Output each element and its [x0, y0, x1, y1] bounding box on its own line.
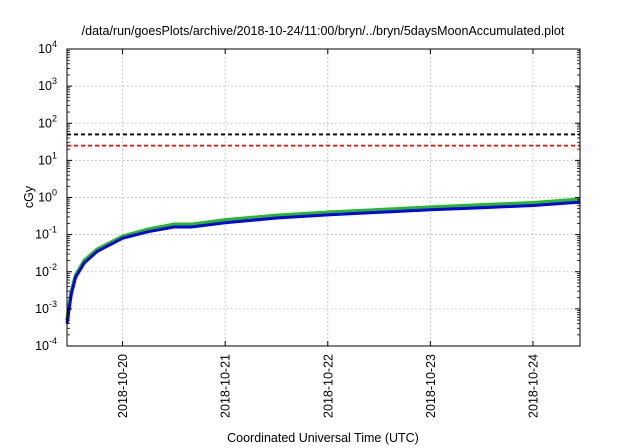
series-line: [65, 200, 581, 324]
y-tick-label: 101: [38, 150, 57, 167]
grid: [67, 49, 580, 346]
x-tick-label: 2018-10-24: [526, 354, 540, 418]
y-axis-label: cGy: [22, 185, 36, 208]
y-tick-label: 100: [38, 188, 57, 205]
reference-lines: [67, 133, 580, 147]
x-axis-label: Coordinated Universal Time (UTC): [227, 431, 419, 445]
series-line: [65, 197, 581, 321]
x-tick-label: 2018-10-21: [219, 354, 233, 418]
y-tick-label: 10-4: [35, 336, 57, 353]
axis-ticks: 10-4 10-3 10-2 10-1 100 101 102 103 104 2018-10-2…: [35, 39, 580, 418]
y-tick-label: 104: [38, 39, 57, 56]
y-tick-label: 10-3: [35, 299, 57, 316]
x-tick-label: 2018-10-22: [321, 354, 335, 418]
y-tick-label: 102: [38, 113, 57, 130]
series-lines: [65, 197, 581, 324]
x-tick-label: 2018-10-20: [116, 354, 130, 418]
y-tick-label: 10-1: [35, 225, 57, 242]
chart-title: /data/run/goesPlots/archive/2018-10-24/1…: [82, 24, 565, 38]
y-tick-label: 10-2: [35, 262, 57, 279]
y-tick-label: 103: [38, 76, 57, 93]
x-tick-label: 2018-10-23: [424, 354, 438, 418]
